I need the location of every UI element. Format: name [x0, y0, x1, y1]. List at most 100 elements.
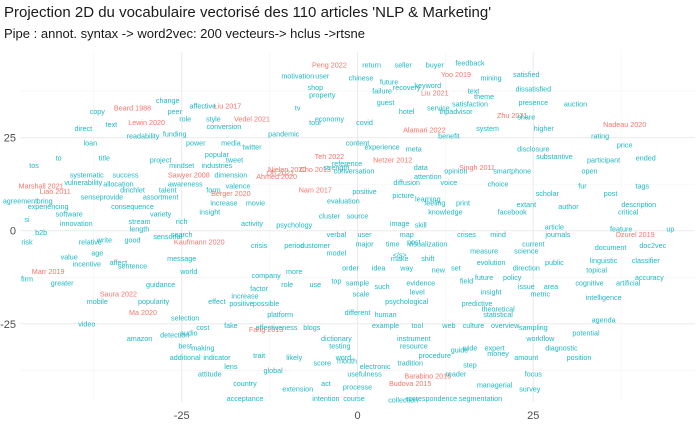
x-tick-label: -25: [174, 410, 190, 422]
y-tick-label: 25: [4, 133, 16, 145]
word-label: evolution: [477, 258, 506, 267]
word-label: model: [327, 249, 347, 258]
word-label: ended: [636, 154, 656, 163]
word-label: direct: [75, 124, 93, 133]
word-label: voice: [441, 178, 458, 187]
author-label: Yoo 2019: [441, 70, 471, 79]
word-label: sense: [81, 193, 100, 202]
word-label: incentive: [73, 260, 101, 269]
word-label: economy: [315, 115, 345, 124]
word-label: success: [113, 170, 139, 179]
word-label: meta: [406, 144, 422, 153]
word-label: step: [463, 360, 477, 369]
word-label: science: [514, 247, 538, 256]
word-label: rating: [591, 131, 609, 140]
word-label: possible: [253, 299, 279, 308]
word-label: act: [321, 379, 331, 388]
word-label: insight: [199, 208, 220, 217]
author-label: Nielen 2020: [268, 165, 306, 174]
word-label: scale: [353, 290, 370, 299]
word-label: processe: [343, 383, 372, 392]
word-label: guidance: [146, 280, 175, 289]
word-label: system: [476, 124, 499, 133]
author-label: Cho 2013: [300, 165, 331, 174]
word-label: crisis: [251, 241, 268, 250]
word-label: instrument: [397, 334, 431, 343]
word-label: data: [414, 163, 428, 172]
word-label: insight: [481, 288, 502, 297]
word-label: keyword: [414, 81, 441, 90]
word-label: cognitive: [575, 278, 603, 287]
x-tick-label: 0: [354, 410, 360, 422]
word-label: talent: [159, 185, 177, 194]
word-label: strength: [323, 163, 349, 172]
word-label: journals: [544, 230, 571, 239]
word-label: author: [558, 202, 579, 211]
word-label: role: [281, 280, 293, 289]
word-label: substantive: [536, 152, 572, 161]
word-label: stream: [129, 217, 151, 226]
word-label: post: [604, 189, 618, 198]
word-label: disclosure: [517, 144, 549, 153]
plot-marks: Peng 2022 Yoo 2019 Liu 2021 Beard 1988 Liu 2…: [3, 59, 675, 405]
word-label: seller: [395, 61, 413, 70]
word-label: direction: [513, 264, 540, 273]
word-label: web: [441, 321, 455, 330]
word-label: intention: [312, 394, 339, 403]
word-label: presence: [519, 98, 549, 107]
word-label: accuracy: [635, 273, 664, 282]
word-label: shop: [308, 83, 324, 92]
word-label: workflow: [525, 334, 555, 343]
word-label: critical: [618, 208, 639, 217]
author-label: Lewin 2020: [128, 118, 165, 127]
word-label: share: [517, 113, 535, 122]
word-label: classifier: [632, 256, 661, 265]
word-label: evaluation: [327, 196, 360, 205]
word-label: form: [206, 185, 220, 194]
word-label: public: [545, 258, 564, 267]
word-label: role: [179, 115, 191, 124]
word-label: failure: [372, 87, 392, 96]
word-label: conversion: [207, 122, 242, 131]
word-label: recovery: [393, 83, 421, 92]
word-label: higher: [534, 124, 555, 133]
word-label: use: [310, 280, 322, 289]
word-label: up: [666, 224, 674, 233]
word-label: new: [432, 265, 446, 274]
word-label: field: [460, 277, 473, 286]
word-label: area: [544, 282, 558, 291]
word-label: intelligence: [586, 293, 622, 302]
word-label: covid: [356, 118, 373, 127]
word-label: experiencing: [28, 202, 69, 211]
word-label: segmentation: [459, 394, 502, 403]
word-label: positive: [352, 187, 376, 196]
author-label: Zhu 2021: [497, 111, 527, 120]
author-label: Liao 2011: [40, 187, 71, 196]
word-label: future: [380, 77, 398, 86]
word-label: loan: [84, 139, 98, 148]
word-label: variety: [150, 210, 172, 219]
word-label: extant: [517, 200, 537, 209]
word-label: provide: [100, 193, 124, 202]
word-label: dissatisfied: [516, 85, 552, 94]
word-label: attitude: [198, 370, 222, 379]
word-label: visualization: [408, 239, 447, 248]
word-label: procedure: [419, 351, 451, 360]
word-label: collection: [388, 396, 418, 405]
word-label: software: [56, 210, 83, 219]
word-label: tv: [295, 103, 301, 112]
word-label: such: [375, 282, 390, 291]
word-label: correspondence: [406, 394, 458, 403]
word-label: satisfied: [513, 70, 539, 79]
chart-subtitle: Pipe : annot. syntax -> word2vec: 200 ve…: [4, 26, 365, 41]
author-label: Ma 2020: [129, 308, 157, 317]
word-label: agreement: [3, 196, 37, 205]
word-label: dirichlet: [120, 185, 145, 194]
word-label: dimension: [215, 170, 248, 179]
word-label: survey: [519, 385, 541, 394]
word-label: increase: [231, 291, 258, 300]
word-label: feature: [610, 224, 632, 233]
word-label: facebook: [498, 208, 528, 217]
word-label: measure: [470, 247, 498, 256]
author-label: Netzer 2012: [373, 156, 412, 165]
